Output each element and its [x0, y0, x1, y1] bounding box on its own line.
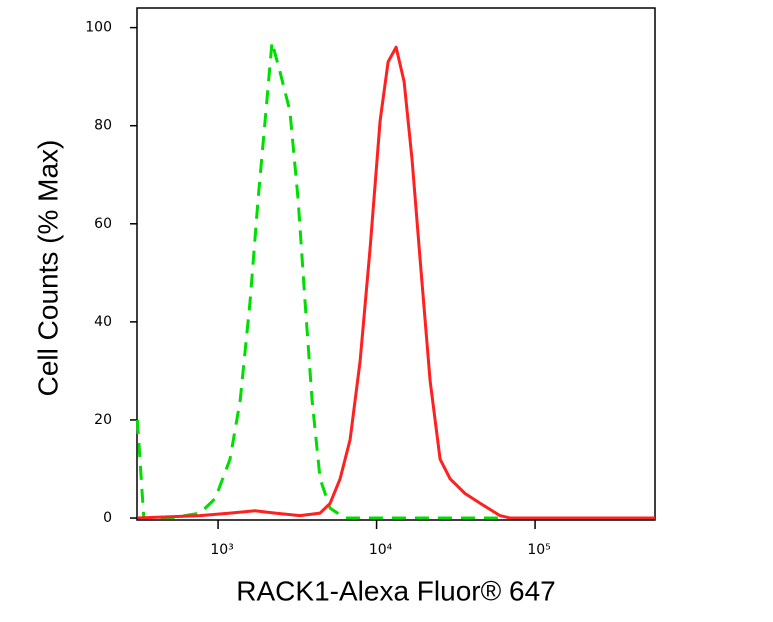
- y-tick-label: 0: [103, 510, 112, 526]
- y-tick-label: 80: [94, 118, 112, 134]
- y-tick-label: 100: [85, 20, 112, 36]
- x-tick-label: 10³: [210, 542, 233, 558]
- y-tick-label: 40: [94, 314, 112, 330]
- y-tick-label: 60: [94, 216, 112, 232]
- y-axis-title: Cell Counts (% Max): [32, 140, 63, 397]
- plot-frame: [136, 7, 656, 521]
- x-tick-label: 10⁴: [369, 542, 393, 558]
- x-tick-label: 10⁵: [527, 542, 550, 558]
- y-tick-label: 20: [94, 412, 112, 428]
- histogram-line: [137, 45, 655, 520]
- x-axis-title: RACK1-Alexa Fluor® 647: [236, 575, 555, 606]
- histogram-line: [135, 40, 655, 520]
